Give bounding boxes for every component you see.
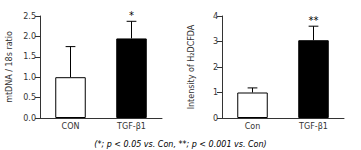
svg-text:1: 1 — [213, 88, 218, 97]
svg-text:0.5: 0.5 — [23, 93, 36, 102]
svg-text:mtDNA / 18s ratio: mtDNA / 18s ratio — [5, 31, 14, 103]
svg-text:TGF-β1: TGF-β1 — [116, 122, 146, 131]
svg-text:Con: Con — [245, 122, 261, 131]
svg-text:TGF-β1: TGF-β1 — [298, 122, 328, 131]
svg-text:*: * — [129, 10, 134, 21]
svg-text:1.5: 1.5 — [23, 52, 36, 61]
svg-text:2.0: 2.0 — [23, 32, 36, 41]
svg-text:4: 4 — [213, 12, 218, 21]
svg-text:**: ** — [309, 15, 319, 26]
svg-text:Intensity of H₂DCFDA: Intensity of H₂DCFDA — [187, 24, 196, 109]
svg-text:0: 0 — [213, 114, 218, 123]
svg-text:2.5: 2.5 — [23, 12, 36, 21]
svg-text:0.0: 0.0 — [23, 114, 36, 123]
svg-text:(*; p < 0.05 vs. Con, **; p <: (*; p < 0.05 vs. Con, **; p < 0.001 vs. … — [94, 140, 266, 149]
svg-text:CON: CON — [62, 122, 80, 131]
svg-text:1.0: 1.0 — [23, 73, 36, 82]
svg-text:2: 2 — [213, 63, 218, 72]
svg-text:3: 3 — [213, 37, 218, 46]
